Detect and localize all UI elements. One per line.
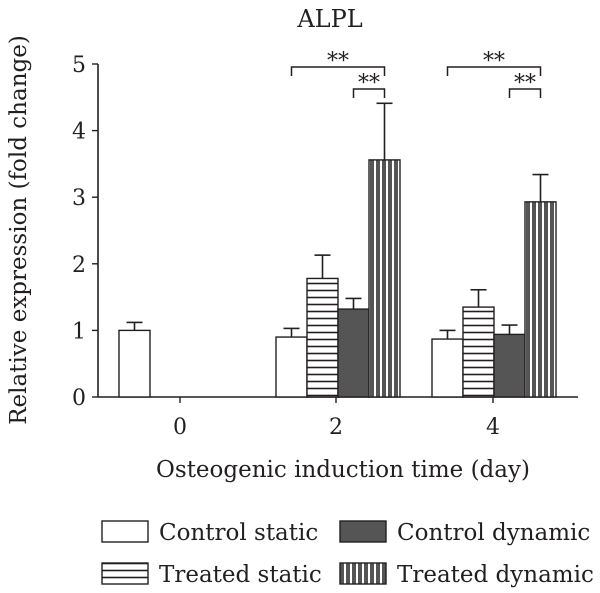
bars [118,102,557,398]
legend-label: Control dynamic [397,520,590,546]
axes: 0 1 2 3 4 5 0 2 4 [72,53,578,440]
legend-swatch [339,562,387,585]
x-tick-label: 2 [329,415,343,440]
legend-item: Control dynamic [339,520,590,546]
significance-label: ** [358,71,380,96]
bar [118,329,151,398]
y-tick-label: 4 [72,120,86,145]
legend-swatch [101,520,149,543]
bar [337,308,370,398]
bar [524,201,557,398]
legend-item: Treated dynamic [339,562,594,588]
legend: Control static Control dynamic Treated sta… [101,520,594,588]
legend-item: Treated static [101,562,322,588]
significance-bracket [446,66,542,76]
y-tick-label: 3 [72,186,86,211]
y-axis-label: Relative expression (fold change) [6,35,32,425]
legend-label: Treated dynamic [397,562,594,588]
bar [462,306,495,398]
bar [431,338,464,398]
y-tick-label: 5 [72,53,86,78]
x-axis-label: Osteogenic induction time (day) [156,457,530,483]
bar [368,159,401,398]
chart-title: ALPL [296,5,362,33]
legend-swatch [339,520,387,543]
significance-bracket [352,88,386,98]
significance-bracket [290,66,386,76]
significance-label: ** [514,71,536,96]
significance-label: ** [327,49,349,74]
legend-item: Control static [101,520,318,546]
legend-label: Control static [159,520,318,546]
significance-bracket [508,88,542,98]
x-tick-label: 0 [173,415,187,440]
x-tick-label: 4 [486,415,500,440]
y-tick-label: 2 [72,253,86,278]
bar [275,336,308,398]
bar [493,333,526,398]
y-tick-label: 1 [72,319,86,344]
significance-brackets: ** ** ** ** [290,49,542,98]
legend-label: Treated static [159,562,322,588]
significance-label: ** [483,49,505,74]
bar [306,277,339,398]
legend-swatch [101,562,149,585]
y-tick-label: 0 [72,386,86,411]
